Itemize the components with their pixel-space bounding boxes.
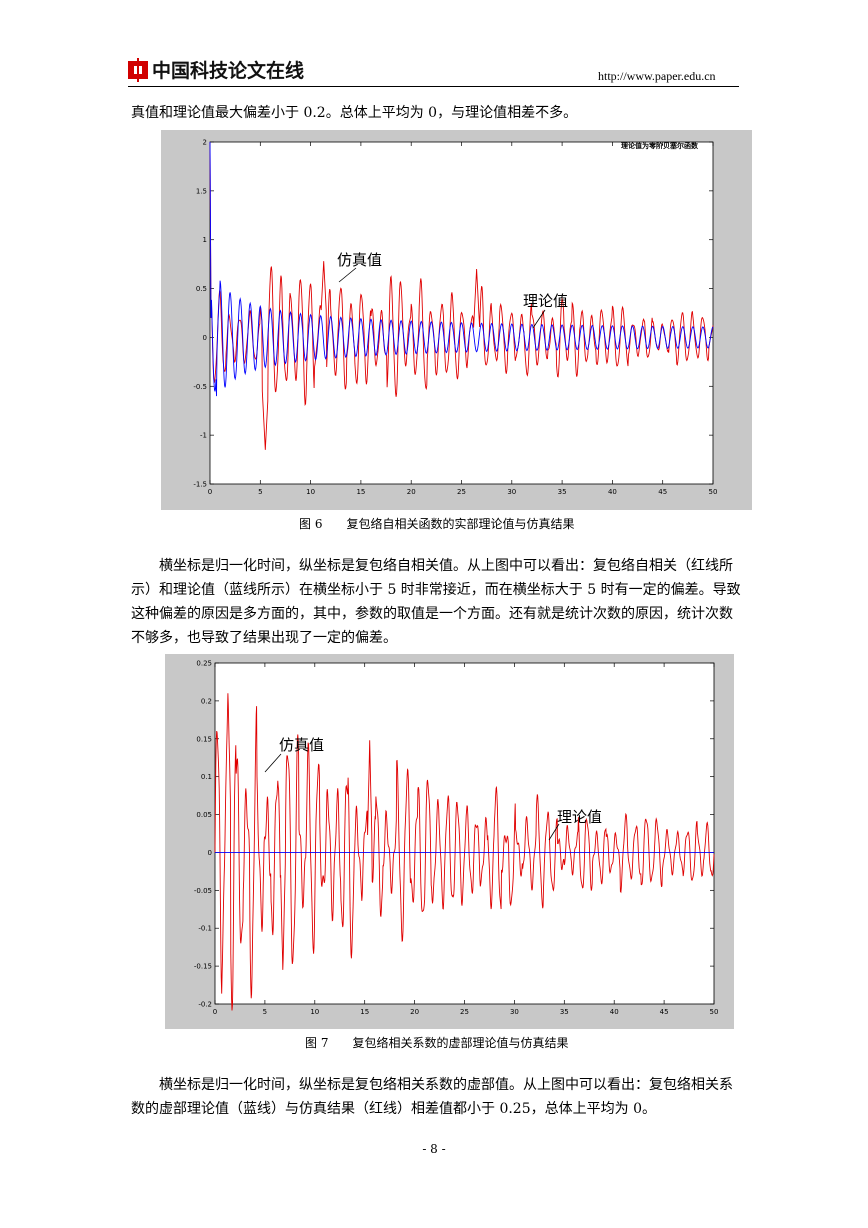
annotation-theoretical: 理论值	[557, 808, 602, 826]
y-tick-label: 0	[203, 334, 207, 342]
y-tick-labels: 0.25 0.2 0.15 0.1 0.05 0 -0.05 -0.1 -0.15 -0.2	[194, 660, 212, 1009]
x-tick-label: 20	[407, 488, 416, 496]
x-tick-labels: 0 5 10 15 20 25 30 35 40 45 50	[208, 488, 718, 496]
y-tick-label: 0.2	[201, 697, 212, 705]
legend-text: 理论值为零阶贝塞尔函数	[621, 141, 699, 150]
x-tick-label: 50	[710, 1008, 719, 1016]
header-url[interactable]: http://www.paper.edu.cn	[598, 69, 716, 83]
y-tick-label: -1	[200, 432, 207, 440]
page-number: - 8 -	[422, 1142, 446, 1156]
x-tick-label: 35	[560, 1008, 569, 1016]
x-tick-label: 45	[660, 1008, 669, 1016]
x-tick-label: 45	[658, 488, 667, 496]
logo-mark	[128, 58, 148, 82]
annotation-theoretical: 理论值	[523, 292, 568, 310]
x-tick-label: 10	[306, 488, 315, 496]
simulated-series-line	[214, 693, 715, 1011]
y-tick-label: 0	[208, 849, 212, 857]
annotation-pointer	[338, 267, 357, 283]
y-tick-label: 2	[203, 139, 207, 147]
y-tick-label: 1.5	[196, 187, 207, 195]
x-tick-label: 25	[460, 1008, 469, 1016]
y-tick-label: -0.05	[194, 887, 212, 895]
journal-logo: 中国科技论文在线	[128, 58, 318, 86]
annotation-pointer	[532, 309, 546, 329]
y-tick-label: 0.1	[201, 773, 212, 781]
x-tick-label: 15	[356, 488, 365, 496]
x-tick-label: 5	[263, 1008, 267, 1016]
y-tick-label: 0.15	[196, 735, 212, 743]
y-tick-label: 0.5	[196, 285, 207, 293]
y-tick-label: -1.5	[193, 481, 207, 489]
y-tick-label: 0.25	[196, 660, 212, 668]
annotation-simulated: 仿真值	[337, 251, 382, 269]
x-tick-label: 40	[610, 1008, 619, 1016]
paragraph-1: 真值和理论值最大偏差小于 0.2。总体上平均为 0，与理论值相差不多。	[131, 105, 578, 121]
paragraph-2: 横坐标是归一化时间，纵坐标是复包络自相关值。从上图中可以看出：复包络自相关（红线…	[131, 558, 741, 646]
x-tick-label: 35	[558, 488, 567, 496]
annotation-pointer	[548, 823, 560, 841]
annotation-simulated: 仿真值	[279, 736, 324, 754]
x-tick-label: 25	[457, 488, 466, 496]
y-tick-label: -0.1	[198, 925, 212, 933]
figure-6-caption: 图 6 复包络自相关函数的实部理论值与仿真结果	[299, 517, 575, 531]
y-tick-label: 0.05	[196, 811, 212, 819]
x-tick-label: 10	[310, 1008, 319, 1016]
figure-6-chart: 0 5 10 15 20 25 30 35 40 45 50 2 1.5 1 0.5 0 -0.5 -1 -1.5…	[193, 139, 718, 497]
y-tick-labels: 2 1.5 1 0.5 0 -0.5 -1 -1.5	[193, 139, 207, 489]
x-tick-label: 40	[608, 488, 617, 496]
annotation-pointer	[264, 753, 282, 773]
x-tick-label: 20	[410, 1008, 419, 1016]
x-tick-label: 30	[510, 1008, 519, 1016]
y-tick-label: -0.15	[194, 963, 212, 971]
y-tick-label: -0.2	[198, 1001, 212, 1009]
paragraph-3: 横坐标是归一化时间，纵坐标是复包络相关系数的虚部值。从上图中可以看出：复包络相关…	[131, 1077, 733, 1117]
x-tick-label: 5	[258, 488, 262, 496]
x-tick-label: 50	[709, 488, 718, 496]
y-tick-label: -0.5	[193, 383, 207, 391]
x-tick-labels: 0 5 10 15 20 25 30 35 40 45 50	[213, 1008, 719, 1016]
plot-area	[214, 662, 715, 1005]
figure-7-caption: 图 7 复包络相关系数的虚部理论值与仿真结果	[305, 1036, 569, 1050]
header-divider	[128, 86, 739, 87]
x-tick-label: 30	[507, 488, 516, 496]
figure-7-chart: 0 5 10 15 20 25 30 35 40 45 50 0.250.20.150.10.050…	[194, 660, 719, 1017]
x-tick-label: 0	[213, 1008, 217, 1016]
x-tick-label: 15	[360, 1008, 369, 1016]
y-tick-label: 1	[203, 236, 207, 244]
theoretical-series-line	[209, 141, 714, 397]
logo-text: 中国科技论文在线	[152, 59, 304, 82]
x-tick-label: 0	[208, 488, 212, 496]
